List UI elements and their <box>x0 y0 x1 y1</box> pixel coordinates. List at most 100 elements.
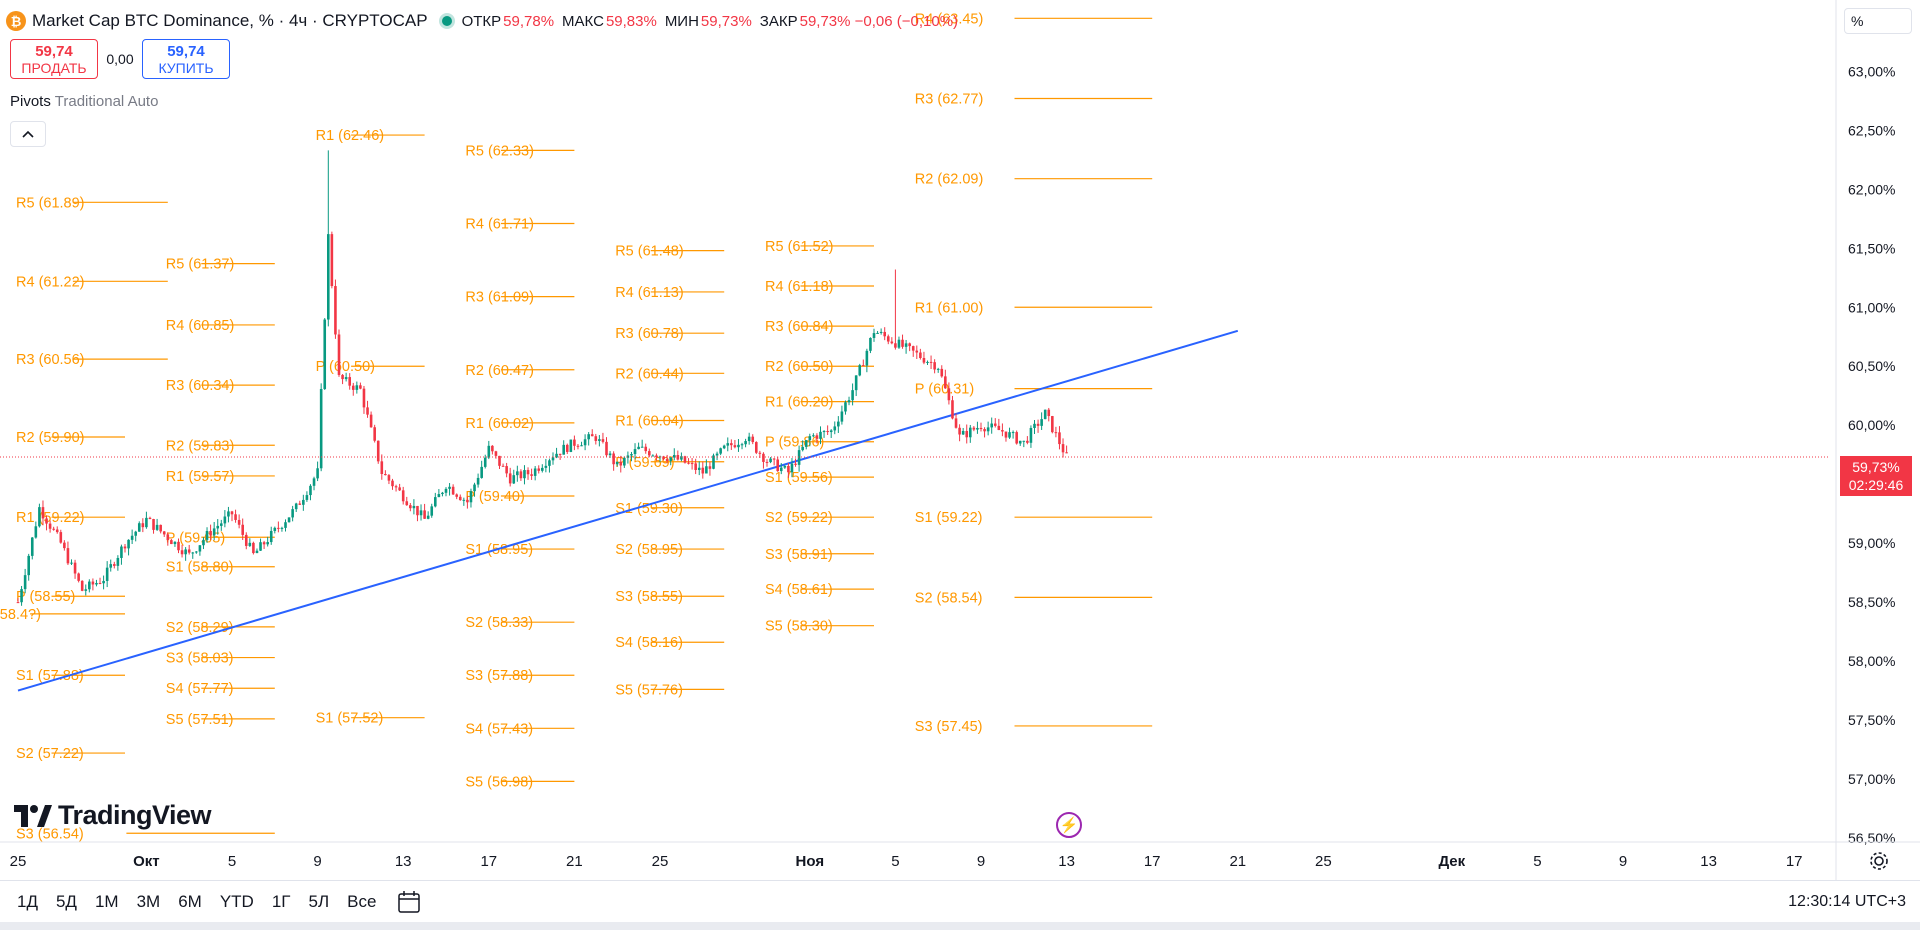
pivot-label: R4 (60.85) <box>166 318 235 334</box>
candle-body <box>969 427 972 438</box>
pivot-label: S5 (58.30) <box>765 619 833 635</box>
candle-body <box>116 557 120 566</box>
range-button[interactable]: YTD <box>219 892 254 911</box>
market-status-icon <box>441 16 452 26</box>
time-tick-label: 5 <box>228 853 236 870</box>
pivot-label: R1 (59.57) <box>166 469 235 485</box>
price-tick-label: 62,00% <box>1848 181 1895 197</box>
candle-body <box>911 346 915 351</box>
candle-body <box>1018 440 1022 444</box>
candle-body <box>672 455 676 458</box>
candle-body <box>826 431 829 433</box>
pivot-label: S1 (57.52) <box>316 711 384 727</box>
candle-body <box>487 445 491 458</box>
pivot-label: S5 (57.51) <box>166 712 234 728</box>
range-button[interactable]: 1Д <box>17 892 38 911</box>
time-tick-label: 21 <box>1229 853 1246 870</box>
tradingview-logo[interactable]: TradingView <box>14 800 212 831</box>
price-tick-label: 60,50% <box>1848 358 1895 374</box>
time-axis[interactable]: 25 Окт 5 9 13 17 21 25 Ноя 5 9 13 17 21 25 Дек 5 9 13 17 <box>0 841 1920 870</box>
range-button[interactable]: Все <box>347 892 377 911</box>
gear-icon[interactable] <box>1868 850 1890 872</box>
candle-body <box>947 388 951 401</box>
candle-body <box>498 455 501 466</box>
range-button[interactable]: 6М <box>178 892 202 911</box>
candle-body <box>954 418 958 428</box>
range-button[interactable]: 5Л <box>308 892 330 911</box>
symbol-title[interactable]: Market Cap BTC Dominance, % · 4ч · CRYPT… <box>32 11 428 30</box>
candle-body <box>758 452 762 454</box>
candle-body <box>202 539 205 546</box>
candle-body <box>869 337 872 351</box>
candle-body <box>141 523 145 528</box>
candle-body <box>451 486 455 495</box>
lightning-icon[interactable]: ⚡ <box>1056 812 1082 838</box>
candle-body <box>580 445 583 447</box>
buy-button[interactable]: 59,74 КУПИТЬ <box>142 39 230 79</box>
sell-button[interactable]: 59,74 ПРОДАТЬ <box>10 39 98 79</box>
time-tick-label: 9 <box>1619 853 1627 870</box>
candle-body <box>401 490 405 502</box>
time-tick-label: 17 <box>1144 853 1161 870</box>
range-button[interactable]: 5Д <box>55 892 77 911</box>
candle-body <box>327 234 330 320</box>
calendar-icon[interactable] <box>397 890 421 914</box>
candle-body <box>184 549 187 555</box>
candle-body <box>569 439 573 452</box>
candle-body <box>348 377 351 386</box>
trend-line[interactable] <box>17 329 1239 692</box>
candle-body <box>20 589 23 603</box>
candles <box>16 150 1068 606</box>
time-tick-label: Дек <box>1438 853 1465 870</box>
bar-countdown: 02:29:46 <box>1848 477 1904 493</box>
candle-body <box>680 456 683 460</box>
candle-body <box>915 350 919 353</box>
candle-body <box>316 468 319 479</box>
pivot-label: S4 (58.4?) <box>0 607 41 623</box>
price-tick-label: 57,50% <box>1848 712 1895 728</box>
scale-unit-field[interactable]: % <box>1844 8 1912 34</box>
collapse-legend-button[interactable] <box>10 121 46 147</box>
candle-body <box>862 365 865 367</box>
candle-body <box>426 515 430 519</box>
pivot-label: S2 (59.22) <box>765 510 833 526</box>
range-button[interactable]: 1М <box>94 892 119 911</box>
candle-body <box>102 580 105 584</box>
candle-body <box>34 526 38 538</box>
time-tick-label: 13 <box>395 853 412 870</box>
candle-body <box>351 385 355 390</box>
candle-body <box>601 439 605 442</box>
candle-body <box>990 423 993 428</box>
candle-body <box>223 516 227 524</box>
candle-body <box>369 414 373 428</box>
candle-body <box>162 531 166 535</box>
candle-body <box>505 466 508 474</box>
candle-body <box>797 450 801 465</box>
pivot-label: S1 (58.80) <box>166 560 234 576</box>
candle-body <box>198 545 202 552</box>
candle-body <box>1054 432 1058 434</box>
candle-body <box>1061 444 1065 453</box>
price-chart[interactable]: S4 (58.4?) R5 (61.89) R4 (61.22) R3 (60.56)… <box>0 0 1920 880</box>
pivot-label: P (59.86) <box>765 435 824 451</box>
candle-body <box>109 564 113 568</box>
clock[interactable]: 12:30:14 UTC+3 <box>1788 893 1906 910</box>
candle-body <box>961 431 965 435</box>
candle-body <box>441 492 444 495</box>
range-button[interactable]: 3М <box>136 892 161 911</box>
candle-body <box>683 456 687 463</box>
indicator-legend[interactable]: Pivots Traditional Auto <box>10 93 158 110</box>
pivot-label: P (59.40) <box>465 489 524 505</box>
candle-body <box>473 484 476 492</box>
candle-body <box>787 465 790 473</box>
ohlc-close-value: 59,73% −0,06 (−0,10%) <box>799 12 959 30</box>
candle-body <box>155 524 159 530</box>
time-tick-label: 25 <box>652 853 669 870</box>
range-button[interactable]: 1Г <box>271 892 291 911</box>
candle-body <box>1001 430 1004 432</box>
candle-body <box>23 575 27 590</box>
candle-body <box>883 331 886 337</box>
price-axis[interactable]: 56,50%57,00%57,50%58,00%58,50%59,00%59,5… <box>1835 0 1895 880</box>
pivot-label: S3 (58.55) <box>615 589 683 605</box>
time-tick-label: 25 <box>10 853 27 870</box>
